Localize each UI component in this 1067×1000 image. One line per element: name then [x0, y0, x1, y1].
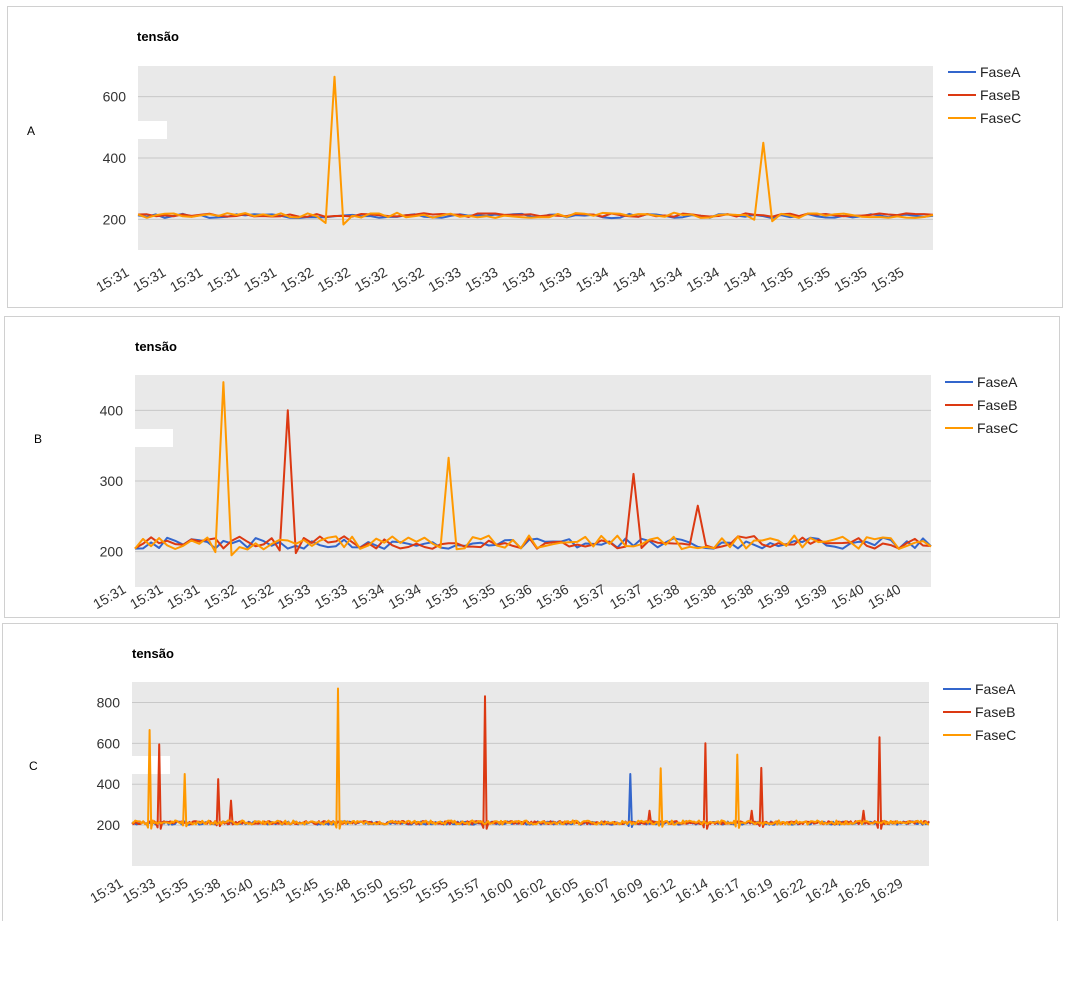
legend-label-fasec: FaseC — [975, 727, 1016, 743]
y-tick-label: 400 — [103, 150, 127, 166]
panel-label: C — [29, 759, 38, 773]
y-tick-label: 200 — [103, 211, 127, 227]
legend-label-faseb: FaseB — [980, 87, 1020, 103]
chart-title: tensão — [137, 29, 179, 44]
x-tick-label: 15:35 — [794, 264, 833, 295]
legend-label-faseb: FaseB — [975, 704, 1015, 720]
x-tick-label: 15:38 — [185, 875, 224, 906]
x-tick-label: 15:33 — [462, 264, 501, 295]
x-tick-label: 15:32 — [351, 264, 390, 295]
x-tick-label: 16:26 — [835, 875, 874, 906]
plot-area-c — [132, 682, 929, 866]
x-tick-label: 15:35 — [868, 264, 907, 295]
x-tick-label: 15:31 — [130, 264, 169, 295]
legend-label-fasea: FaseA — [975, 681, 1016, 697]
x-tick-label: 15:31 — [204, 264, 243, 295]
x-tick-label: 16:19 — [737, 875, 776, 906]
x-tick-label: 15:33 — [536, 264, 575, 295]
x-tick-label: 15:31 — [167, 264, 206, 295]
chart-c-svg: 200400600800tensãoCFaseAFaseBFaseC15:311… — [29, 646, 1016, 906]
blank-area — [0, 921, 1067, 1000]
y-tick-label: 600 — [97, 735, 121, 751]
x-tick-label: 15:40 — [217, 875, 256, 906]
chart-title: tensão — [132, 646, 174, 661]
x-tick-label: 15:34 — [684, 264, 723, 295]
y-tick-label: 600 — [103, 89, 127, 105]
x-tick-label: 15:33 — [425, 264, 464, 295]
y-tick-label: 200 — [100, 544, 124, 560]
x-tick-label: 16:24 — [802, 875, 841, 906]
chart-title: tensão — [135, 339, 177, 354]
x-tick-label: 15:31 — [90, 581, 129, 612]
legend-label-fasec: FaseC — [977, 420, 1018, 436]
chart-panel-b: 200 300 400 tensão B FaseA FaseB FaseC 15:31 15:3… — [4, 316, 1060, 618]
x-tick-label: 15:34 — [610, 264, 649, 295]
x-tick-label: 15:32 — [315, 264, 354, 295]
series-line-fasec — [131, 687, 930, 830]
x-tick-label: 15:31 — [241, 264, 280, 295]
x-tick-label: 16:17 — [705, 875, 744, 906]
chart-panel-c: 200 400 600 800 tensão C FaseA FaseB FaseC 15:31 1… — [2, 623, 1058, 923]
axis-label-mask — [137, 121, 167, 139]
x-tick-label: 15:35 — [152, 875, 191, 906]
x-tick-label: 15:33 — [120, 875, 159, 906]
chart-b-svg: 200300400tensãoBFaseAFaseBFaseC15:3115:3… — [34, 339, 1018, 612]
x-tick-label: 16:07 — [575, 875, 614, 906]
x-tick-label: 15:57 — [445, 875, 484, 906]
x-tick-label: 15:35 — [757, 264, 796, 295]
x-tick-label: 15:35 — [831, 264, 870, 295]
x-tick-label: 16:29 — [867, 875, 906, 906]
y-tick-label: 800 — [97, 694, 121, 710]
x-tick-label: 16:05 — [542, 875, 581, 906]
y-tick-label: 400 — [100, 402, 124, 418]
x-tick-label: 16:02 — [510, 875, 549, 906]
series-line-fasec — [134, 381, 932, 557]
chart-a-svg: 200400600tensãoAFaseAFaseBFaseC15:3115:3… — [27, 29, 1021, 295]
panel-label: A — [27, 124, 35, 138]
x-tick-label: 15:32 — [278, 264, 317, 295]
x-tick-label: 15:52 — [380, 875, 419, 906]
legend-label-fasea: FaseA — [977, 374, 1018, 390]
x-tick-label: 16:14 — [672, 875, 711, 906]
y-tick-label: 200 — [97, 817, 121, 833]
x-tick-label: 15:31 — [87, 875, 126, 906]
legend-label-fasec: FaseC — [980, 110, 1021, 126]
axis-label-mask — [135, 429, 173, 447]
legend-label-fasea: FaseA — [980, 64, 1021, 80]
y-tick-label: 300 — [100, 473, 124, 489]
chart-panel-a: 200 400 600 tensão A FaseA FaseB FaseC 15:31 15:3… — [7, 6, 1063, 308]
x-tick-label: 15:55 — [412, 875, 451, 906]
x-tick-label: 15:50 — [347, 875, 386, 906]
x-tick-label: 15:34 — [720, 264, 759, 295]
x-tick-label: 15:34 — [573, 264, 612, 295]
x-tick-label: 15:33 — [499, 264, 538, 295]
series-line-fasec — [137, 75, 934, 226]
y-tick-label: 400 — [97, 776, 121, 792]
x-tick-label: 15:34 — [647, 264, 686, 295]
x-tick-label: 15:48 — [315, 875, 354, 906]
legend-label-faseb: FaseB — [977, 397, 1017, 413]
x-tick-label: 15:45 — [282, 875, 321, 906]
x-tick-label: 15:32 — [388, 264, 427, 295]
x-tick-label: 15:43 — [250, 875, 289, 906]
x-tick-label: 16:12 — [640, 875, 679, 906]
x-tick-label: 15:31 — [93, 264, 132, 295]
panel-label: B — [34, 432, 42, 446]
x-tick-label: 16:22 — [770, 875, 809, 906]
x-tick-label: 16:00 — [477, 875, 516, 906]
x-tick-label: 16:09 — [607, 875, 646, 906]
